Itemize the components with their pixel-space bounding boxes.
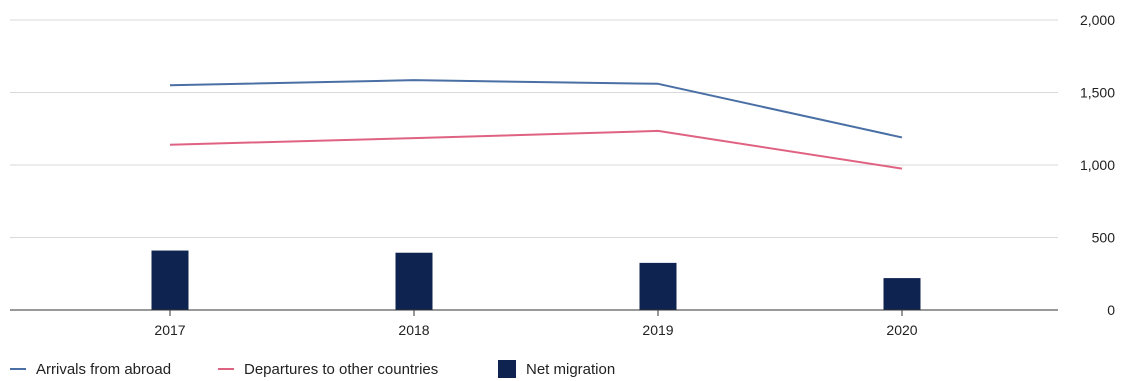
bar-net-migration (395, 252, 433, 310)
x-axis: 2017 2018 2019 2020 (10, 309, 1058, 338)
bar-net-migration (151, 250, 189, 310)
line-series (169, 79, 903, 170)
y-tick-label: 2,000 (1080, 12, 1115, 28)
line-departures-to-other-countries (169, 129, 903, 170)
y-tick-label: 1,500 (1080, 85, 1115, 101)
legend-label: Arrivals from abroad (36, 361, 171, 378)
x-tick-label: 2017 (154, 322, 185, 338)
legend-label: Departures to other countries (244, 361, 438, 378)
x-tick-label: 2018 (398, 322, 429, 338)
legend-label: Net migration (526, 361, 615, 378)
x-tick-label: 2019 (642, 322, 673, 338)
legend: Arrivals from abroad Departures to other … (10, 360, 615, 378)
y-axis: 0 500 1,000 1,500 2,000 (1080, 12, 1115, 318)
gridlines (10, 19, 1058, 238)
y-tick-label: 0 (1107, 302, 1115, 318)
y-tick-label: 500 (1092, 230, 1116, 246)
bar-net-migration (639, 262, 677, 310)
bar-net-migration (883, 278, 921, 310)
y-tick-label: 1,000 (1080, 157, 1115, 173)
legend-bar-swatch (498, 360, 516, 378)
line-arrivals-from-abroad (169, 79, 903, 139)
x-tick-label: 2020 (886, 322, 917, 338)
bar-series (151, 250, 921, 310)
